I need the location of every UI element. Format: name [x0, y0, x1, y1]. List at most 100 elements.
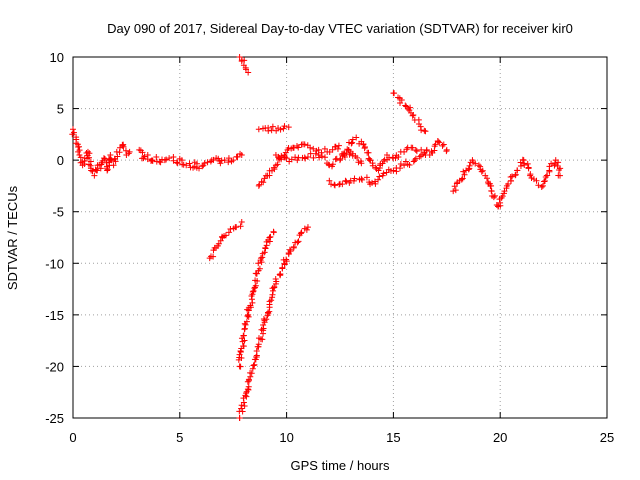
data-point	[141, 153, 148, 160]
data-point	[380, 170, 387, 177]
data-point	[303, 226, 310, 233]
data-point	[395, 154, 402, 161]
data-point	[295, 144, 302, 151]
data-point	[225, 229, 232, 236]
data-point	[555, 159, 562, 166]
data-point	[173, 159, 180, 166]
y-axis-label: SDTVAR / TECUs	[5, 185, 20, 290]
data-point	[298, 229, 305, 236]
data-point	[261, 249, 268, 256]
data-point	[254, 278, 261, 285]
gridlines	[73, 57, 607, 418]
data-point	[321, 154, 328, 161]
data-point	[274, 161, 281, 168]
data-point	[270, 287, 277, 294]
data-point	[557, 165, 564, 172]
data-point	[227, 226, 234, 233]
data-point	[270, 229, 277, 236]
data-point	[497, 199, 504, 206]
data-point	[472, 160, 479, 167]
data-point	[86, 161, 93, 168]
data-point	[259, 336, 266, 343]
data-point	[413, 148, 420, 155]
data-point	[139, 149, 146, 156]
data-point	[275, 125, 282, 132]
data-point	[85, 154, 92, 161]
data-point	[348, 140, 355, 147]
data-point	[278, 152, 285, 159]
data-point	[263, 316, 270, 323]
data-point	[241, 326, 248, 333]
data-point	[329, 161, 336, 168]
data-point	[170, 157, 177, 164]
data-point	[149, 157, 156, 164]
data-point	[410, 112, 417, 119]
data-point	[392, 155, 399, 162]
data-point	[89, 168, 96, 175]
data-point	[343, 178, 350, 185]
data-point	[186, 160, 193, 167]
data-point	[341, 153, 348, 160]
data-point	[334, 145, 341, 152]
data-point	[359, 176, 366, 183]
data-point	[316, 154, 323, 161]
data-point	[409, 112, 416, 119]
data-point	[249, 288, 256, 295]
data-point	[344, 146, 351, 153]
data-point	[397, 165, 404, 172]
data-point	[70, 126, 76, 133]
x-tick-label: 15	[386, 430, 400, 445]
data-point	[245, 383, 252, 390]
data-point	[126, 148, 133, 155]
data-point	[75, 143, 82, 150]
data-point	[199, 163, 206, 170]
data-point	[548, 160, 555, 167]
data-point	[267, 233, 274, 240]
data-point	[245, 69, 252, 76]
data-point	[339, 152, 346, 159]
data-point	[245, 311, 252, 318]
data-point	[237, 223, 244, 230]
data-point	[463, 167, 470, 174]
data-point	[283, 256, 290, 263]
data-point	[295, 238, 302, 245]
data-point	[422, 151, 429, 158]
data-point	[100, 155, 107, 162]
data-point	[465, 166, 472, 173]
data-point	[418, 146, 425, 153]
data-point	[371, 178, 378, 185]
data-point	[304, 154, 311, 161]
data-point	[157, 159, 164, 166]
y-tick-label: -5	[52, 205, 64, 220]
data-point	[479, 167, 486, 174]
data-point	[539, 182, 546, 189]
data-point	[217, 237, 224, 244]
data-point	[250, 362, 257, 369]
data-point	[363, 174, 370, 181]
data-point	[326, 162, 333, 169]
data-point	[238, 405, 245, 412]
data-point	[491, 192, 498, 199]
data-point	[307, 150, 314, 157]
data-point	[310, 154, 317, 161]
data-point	[366, 155, 373, 162]
data-point	[538, 183, 545, 190]
data-point	[478, 168, 485, 175]
data-point	[512, 171, 519, 178]
data-point	[255, 182, 262, 189]
data-point	[487, 183, 494, 190]
data-point	[349, 139, 356, 146]
x-tick-label: 5	[176, 430, 183, 445]
data-point	[253, 270, 260, 277]
data-point	[110, 162, 117, 169]
data-point	[243, 390, 250, 397]
data-point	[435, 138, 442, 145]
data-point	[119, 142, 126, 149]
data-point	[466, 162, 473, 169]
data-point	[241, 337, 248, 344]
data-point	[225, 155, 232, 162]
data-point	[279, 265, 286, 272]
data-point	[294, 157, 301, 164]
data-point	[254, 343, 261, 350]
